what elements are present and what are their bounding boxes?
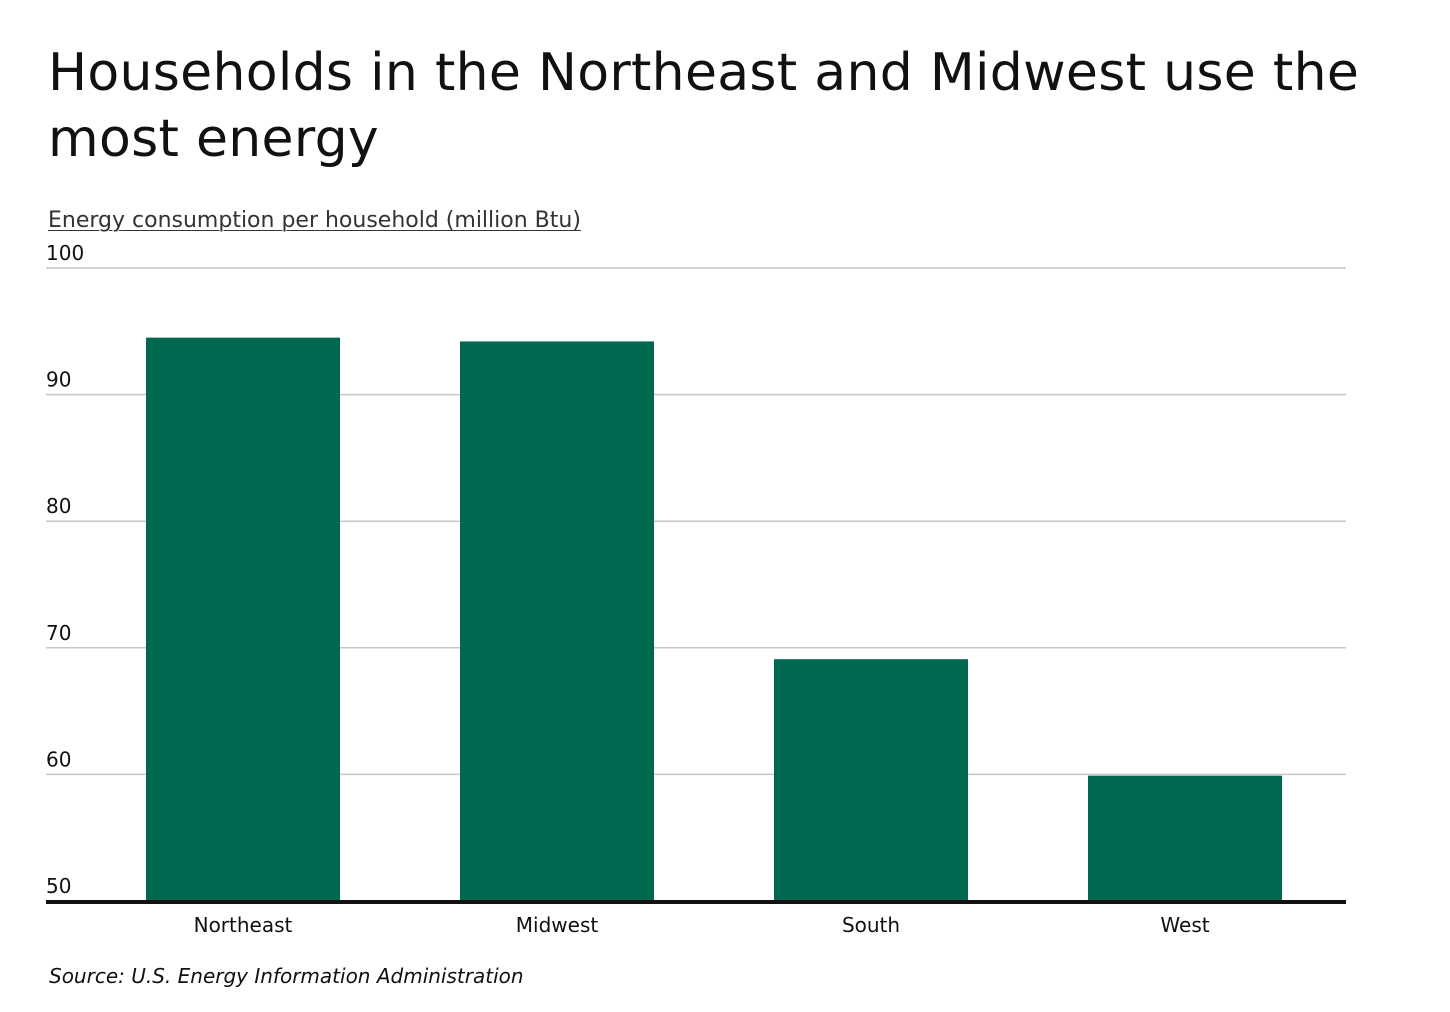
y-tick-label: 60 [46,747,71,771]
y-tick-label: 90 [46,368,71,392]
x-tick-label: Northeast [194,913,293,937]
bar-northeast [146,337,340,901]
y-tick-label: 70 [46,621,71,645]
y-tick-label: 80 [46,494,71,518]
y-tick-label: 50 [46,874,71,898]
bar-midwest [460,341,654,902]
bar-west [1088,775,1282,901]
x-tick-label: West [1160,913,1209,937]
x-tick-label: South [842,913,900,937]
source-note: Source: U.S. Energy Information Administ… [49,964,524,988]
bar-south [774,659,968,901]
x-tick-label: Midwest [516,913,599,937]
y-tick-label: 100 [46,241,84,265]
y-axis-label: Energy consumption per household (millio… [48,208,581,233]
chart-title: Households in the Northeast and Midwest … [48,43,1360,169]
